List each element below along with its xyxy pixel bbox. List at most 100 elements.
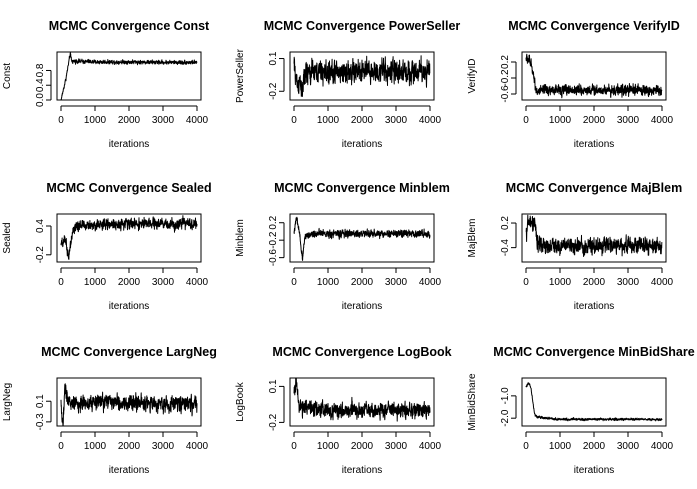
x-tick-label: 0 xyxy=(58,277,64,288)
trace-line-powerseller xyxy=(293,55,431,97)
x-axis-label: iterations xyxy=(574,139,615,150)
y-tick-label: -0.6 xyxy=(268,249,279,267)
y-tick-label: -0.2 xyxy=(268,231,279,249)
x-tick-label: 3000 xyxy=(617,441,640,452)
panel-minblem: MCMC Convergence Minblem 0 1000 2000 3000 400… xyxy=(235,181,450,312)
x-tick-label: 0 xyxy=(291,277,297,288)
x-axis: 0 1000 2000 3000 4000 xyxy=(523,267,674,288)
x-tick-label: 0 xyxy=(291,441,297,452)
x-axis-label: iterations xyxy=(342,139,383,150)
x-tick-label: 2000 xyxy=(583,441,606,452)
x-axis: 0 1000 2000 3000 4000 xyxy=(291,105,442,126)
x-tick-label: 4000 xyxy=(419,441,442,452)
y-tick-label: 0.4 xyxy=(35,219,46,233)
x-tick-label: 3000 xyxy=(152,441,175,452)
panel-title: MCMC Convergence VerifyID xyxy=(508,19,680,33)
x-tick-label: 2000 xyxy=(583,115,606,126)
trace-line-sealed xyxy=(60,215,198,260)
y-tick-label: -0.2 xyxy=(268,413,279,431)
y-axis-label: VerifyID xyxy=(467,58,478,93)
y-axis-label: LogBook xyxy=(235,381,246,421)
x-tick-label: 0 xyxy=(291,115,297,126)
x-tick-label: 2000 xyxy=(583,277,606,288)
x-tick-label: 4000 xyxy=(651,441,674,452)
y-axis-label: MinBidShare xyxy=(467,373,478,431)
x-tick-label: 1000 xyxy=(84,115,107,126)
x-axis-label: iterations xyxy=(574,301,615,312)
trace-line-minbidshare xyxy=(525,382,663,422)
plot-frame xyxy=(56,213,202,263)
y-tick-label: -1.0 xyxy=(500,387,511,405)
panel-largneg: MCMC Convergence LargNeg 0 1000 2000 3000 400… xyxy=(2,345,217,476)
panel-title: MCMC Convergence Minblem xyxy=(274,181,450,195)
panel-logbook: MCMC Convergence LogBook 0 1000 2000 3000 400… xyxy=(235,345,452,476)
x-tick-label: 3000 xyxy=(385,277,408,288)
panel-title: MCMC Convergence LogBook xyxy=(272,345,451,359)
y-tick-label: -2.0 xyxy=(500,409,511,427)
x-tick-label: 1000 xyxy=(317,277,340,288)
x-tick-label: 1000 xyxy=(317,115,340,126)
trace-line-largneg xyxy=(60,383,198,427)
x-tick-label: 0 xyxy=(523,277,529,288)
trace-line-majblem xyxy=(525,214,663,257)
panel-title: MCMC Convergence Sealed xyxy=(46,181,211,195)
y-axis: -0.2 0.1 xyxy=(268,51,285,100)
panel-title: MCMC Convergence LargNeg xyxy=(41,345,217,359)
x-axis-label: iterations xyxy=(109,301,150,312)
panel-powerseller: MCMC Convergence PowerSeller 0 1000 2000 300… xyxy=(235,19,460,150)
plot-frame xyxy=(521,377,667,427)
panel-verifyid: MCMC Convergence VerifyID 0 1000 2000 3000 40… xyxy=(467,19,680,150)
y-axis-label: Minblem xyxy=(235,219,246,257)
x-axis-label: iterations xyxy=(109,139,150,150)
x-axis: 0 1000 2000 3000 4000 xyxy=(291,267,442,288)
x-axis: 0 1000 2000 3000 4000 xyxy=(58,431,209,452)
x-tick-label: 3000 xyxy=(617,277,640,288)
y-tick-label: 0.2 xyxy=(500,216,511,230)
x-axis: 0 1000 2000 3000 4000 xyxy=(291,431,442,452)
y-tick-label: 0.8 xyxy=(35,63,46,77)
x-tick-label: 4000 xyxy=(651,277,674,288)
x-tick-label: 3000 xyxy=(152,277,175,288)
panel-title: MCMC Convergence PowerSeller xyxy=(264,19,461,33)
y-axis: -0.3 0.1 xyxy=(35,394,52,430)
x-tick-label: 0 xyxy=(523,115,529,126)
x-axis: 0 1000 2000 3000 4000 xyxy=(58,267,209,288)
y-tick-label: 0.0 xyxy=(35,93,46,107)
y-axis: -0.6-0.20.2 xyxy=(500,55,517,103)
y-tick-label: 0.1 xyxy=(268,379,279,393)
x-tick-label: 1000 xyxy=(549,441,572,452)
y-tick-label: -0.2 xyxy=(35,246,46,264)
x-tick-label: 1000 xyxy=(549,115,572,126)
x-tick-label: 3000 xyxy=(385,115,408,126)
x-tick-label: 0 xyxy=(58,115,64,126)
x-tick-label: 3000 xyxy=(385,441,408,452)
y-tick-label: 0.4 xyxy=(35,78,46,92)
x-tick-label: 4000 xyxy=(186,115,209,126)
trace-line-const xyxy=(60,51,198,101)
y-axis: -0.6-0.20.2 xyxy=(268,215,285,267)
y-tick-label: -0.2 xyxy=(500,69,511,87)
y-axis-label: Sealed xyxy=(2,222,13,253)
plot-frame xyxy=(56,51,202,101)
plot-frame xyxy=(521,213,667,263)
x-axis-label: iterations xyxy=(574,465,615,476)
panel-title: MCMC Convergence Const xyxy=(49,19,210,33)
x-tick-label: 2000 xyxy=(351,441,374,452)
x-tick-label: 1000 xyxy=(84,441,107,452)
panel-title: MCMC Convergence MajBlem xyxy=(506,181,682,195)
plot-frame xyxy=(521,51,667,101)
trace-line-verifyid xyxy=(525,53,663,99)
x-tick-label: 0 xyxy=(58,441,64,452)
x-tick-label: 2000 xyxy=(351,115,374,126)
x-tick-label: 1000 xyxy=(317,441,340,452)
x-axis: 0 1000 2000 3000 4000 xyxy=(523,431,674,452)
y-axis-label: MajBlem xyxy=(467,219,478,258)
y-tick-label: -0.6 xyxy=(500,85,511,103)
plot-frame xyxy=(56,377,202,427)
x-tick-label: 4000 xyxy=(651,115,674,126)
y-tick-label: 0.2 xyxy=(500,55,511,69)
x-tick-label: 0 xyxy=(523,441,529,452)
x-tick-label: 2000 xyxy=(118,277,141,288)
x-tick-label: 4000 xyxy=(419,115,442,126)
